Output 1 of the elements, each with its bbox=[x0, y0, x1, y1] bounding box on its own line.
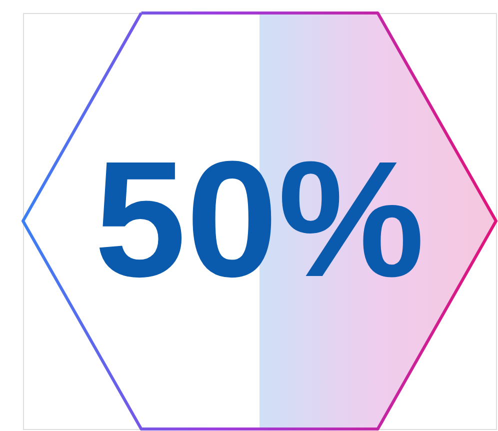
data-label: 50% bbox=[94, 127, 425, 311]
